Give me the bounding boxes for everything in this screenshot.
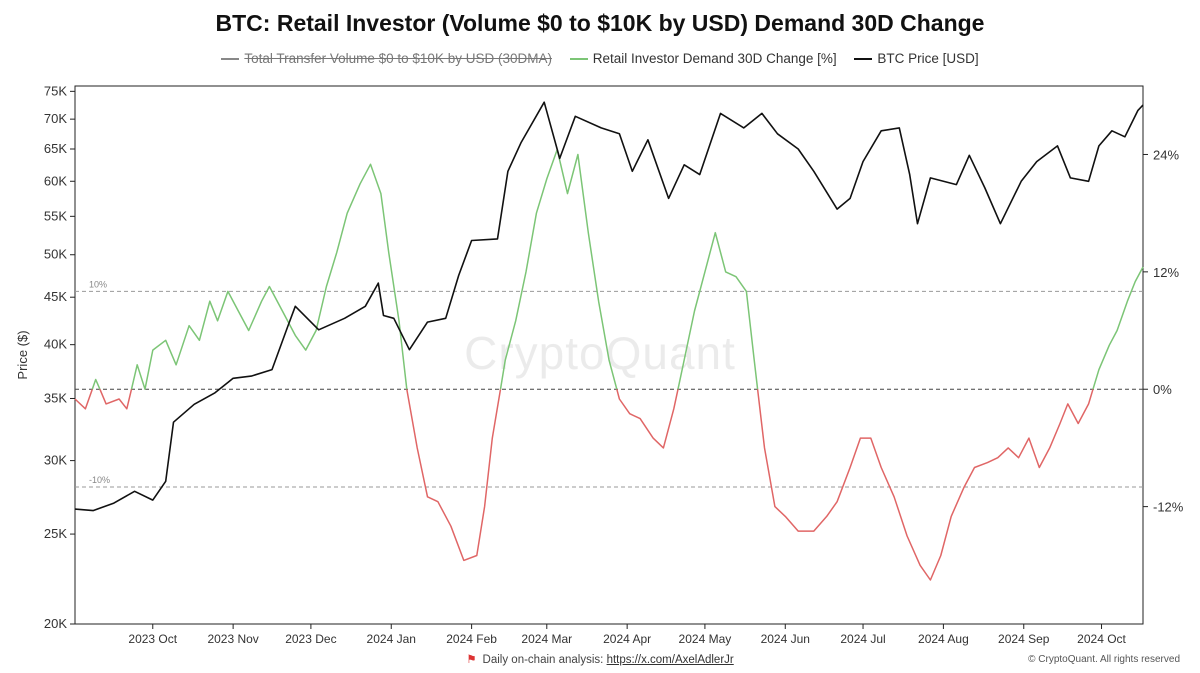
x-tick-label: 2024 Jun [761, 632, 810, 646]
legend-item-btc-price[interactable]: BTC Price [USD] [854, 50, 979, 66]
y-left-tick-label: 75K [44, 83, 67, 98]
demand-line-negative [616, 389, 679, 449]
flag-icon: ⚑ [466, 654, 477, 666]
y-left-tick-label: 70K [44, 111, 67, 126]
footer-link-url[interactable]: https://x.com/AxelAdlerJr [606, 654, 734, 666]
legend-label: Retail Investor Demand 30D Change [%] [592, 50, 837, 66]
footer-text: Daily on-chain analysis: [482, 654, 604, 666]
x-tick-label: 2024 Jan [367, 632, 416, 646]
y-right-tick-label: -12% [1153, 500, 1184, 515]
reference-line-label: 10% [89, 279, 107, 289]
plot-frame [74, 85, 1144, 625]
y-left-tick-label: 60K [44, 173, 67, 188]
x-tick-label: 2024 Jul [840, 632, 885, 646]
demand-line-positive [499, 148, 618, 390]
x-tick-label: 2024 May [679, 632, 732, 646]
x-tick-label: 2024 Sep [998, 632, 1050, 646]
demand-series [74, 148, 1144, 581]
btc-price-line [74, 101, 1144, 512]
demand-line-positive [677, 231, 759, 390]
demand-line-positive [130, 163, 408, 390]
y-right-tick-label: 12% [1153, 265, 1179, 280]
demand-line-positive [91, 378, 101, 390]
x-tick-label: 2023 Oct [128, 632, 177, 646]
x-axis: 2023 Oct 2023 Nov 2023 Dec 2024 Jan 2024 Feb… [128, 624, 1127, 646]
y-left-tick-label: 30K [44, 453, 67, 468]
reference-line-label: -10% [89, 475, 110, 485]
legend-label: Total Transfer Volume $0 to $10K by USD … [244, 50, 552, 66]
y-axis-right: 24% 12% 0% -12% [1143, 147, 1184, 515]
legend-swatch [854, 58, 873, 61]
y-left-tick-label: 40K [44, 337, 67, 352]
reference-lines: 10% -10% [75, 279, 1143, 488]
price-series [74, 101, 1144, 512]
x-tick-label: 2023 Nov [207, 632, 258, 646]
x-tick-label: 2024 Feb [446, 632, 497, 646]
demand-line-negative [74, 388, 94, 410]
legend-item-retail-demand[interactable]: Retail Investor Demand 30D Change [%] [569, 50, 837, 66]
chart-title: BTC: Retail Investor (Volume $0 to $10K … [215, 10, 985, 36]
x-tick-label: 2024 Mar [521, 632, 572, 646]
legend-label: BTC Price [USD] [877, 50, 979, 66]
legend-item-transfer-volume[interactable]: Total Transfer Volume $0 to $10K by USD … [221, 51, 552, 66]
x-tick-label: 2024 Apr [603, 632, 651, 646]
demand-line-negative [99, 388, 133, 410]
y-left-tick-label: 25K [44, 526, 67, 541]
demand-line-positive [1092, 266, 1144, 390]
y-left-tick-label: 50K [44, 247, 67, 262]
demand-line-negative [406, 389, 502, 562]
legend-swatch [221, 58, 240, 61]
x-tick-label: 2024 Oct [1077, 632, 1126, 646]
x-tick-label: 2023 Dec [285, 632, 336, 646]
y-axis-label: Price ($) [15, 330, 30, 379]
y-left-tick-label: 45K [44, 289, 67, 304]
y-left-tick-label: 65K [44, 141, 67, 156]
copyright: © CryptoQuant. All rights reserved [1028, 654, 1180, 665]
y-left-tick-label: 55K [44, 208, 67, 223]
footer-link: ⚑ Daily on-chain analysis: https://x.com/… [0, 652, 1200, 666]
y-right-tick-label: 0% [1153, 382, 1172, 397]
demand-line-negative [756, 388, 1094, 581]
legend-swatch [569, 58, 588, 61]
y-left-tick-label: 35K [44, 390, 67, 405]
x-tick-label: 2024 Aug [918, 632, 969, 646]
y-left-tick-label: 20K [44, 616, 67, 631]
legend: Total Transfer Volume $0 to $10K by USD … [0, 50, 1200, 66]
y-axis-left: 20K 25K 30K 35K 40K 45K 50K 55K 60K 65K 70K 75K [44, 83, 75, 631]
y-right-tick-label: 24% [1153, 147, 1179, 162]
